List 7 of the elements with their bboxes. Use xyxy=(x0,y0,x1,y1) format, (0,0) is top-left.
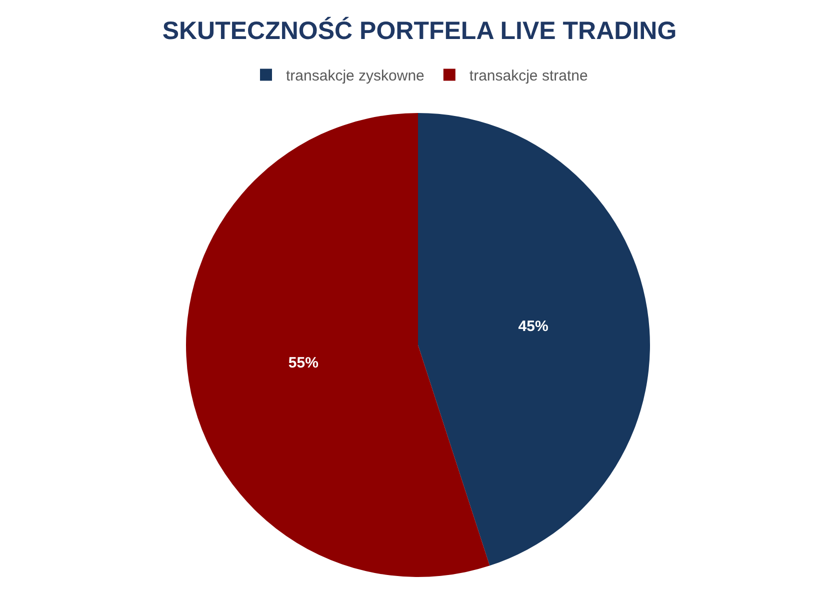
legend-label: transakcje zyskowne xyxy=(286,68,424,85)
pie-slice xyxy=(418,113,650,566)
pie-slice xyxy=(186,113,490,577)
legend-label: transakcje stratne xyxy=(469,68,588,85)
chart-title: SKUTECZNOŚĆ PORTFELA LIVE TRADING xyxy=(162,16,677,45)
data-label: 45% xyxy=(518,318,548,336)
data-label: 55% xyxy=(288,354,318,372)
